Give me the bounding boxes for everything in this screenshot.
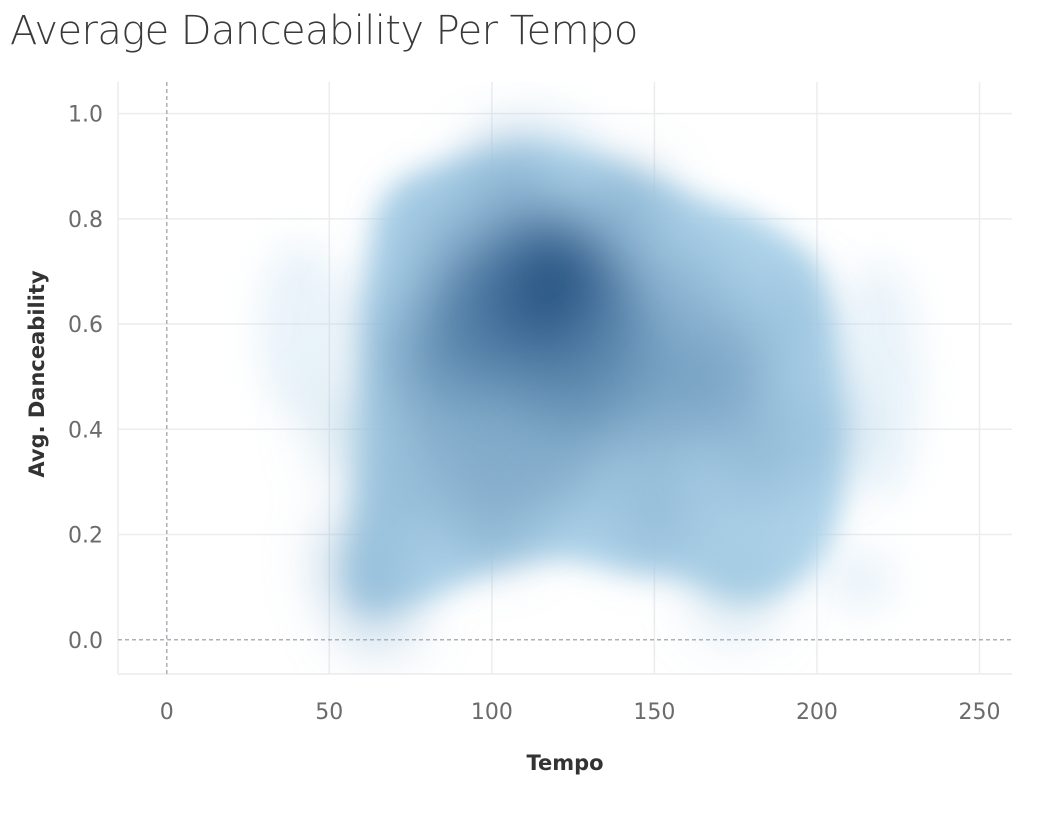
x-tick-label: 200 [796, 700, 838, 725]
zero-lines [118, 82, 1012, 674]
y-tick-label: 0.8 [68, 208, 103, 233]
x-tick-label: 250 [958, 700, 1000, 725]
y-tick-label: 0.2 [68, 524, 103, 549]
density-blob [744, 274, 825, 374]
density-blob [447, 453, 537, 563]
x-tick-label: 0 [160, 700, 174, 725]
chart-title: Average Danceability Per Tempo [10, 8, 638, 54]
density-blob [696, 539, 775, 636]
y-tick-label: 1.0 [68, 103, 103, 128]
density-blob [316, 381, 395, 478]
y-tick-label: 0.6 [68, 313, 103, 338]
density-plot [260, 110, 920, 653]
density-blob [367, 430, 454, 534]
density-blob [337, 553, 419, 653]
y-tick-label: 0.4 [68, 418, 103, 443]
tick-labels: 0 50 100 150 200 250 0.0 0.2 0.4 0.6 0.8 1.0 [68, 103, 1000, 725]
density-blob [709, 403, 795, 508]
density-blob [578, 165, 666, 272]
density-core [316, 139, 858, 653]
x-tick-label: 100 [471, 700, 513, 725]
density-blob [776, 380, 858, 479]
x-tick-label: 50 [315, 700, 343, 725]
y-axis-title: Avg. Danceability [25, 270, 49, 478]
density-blob [611, 456, 698, 561]
x-axis-title: Tempo [526, 751, 603, 775]
y-tick-label: 0.0 [68, 629, 103, 654]
x-tick-label: 150 [633, 700, 675, 725]
